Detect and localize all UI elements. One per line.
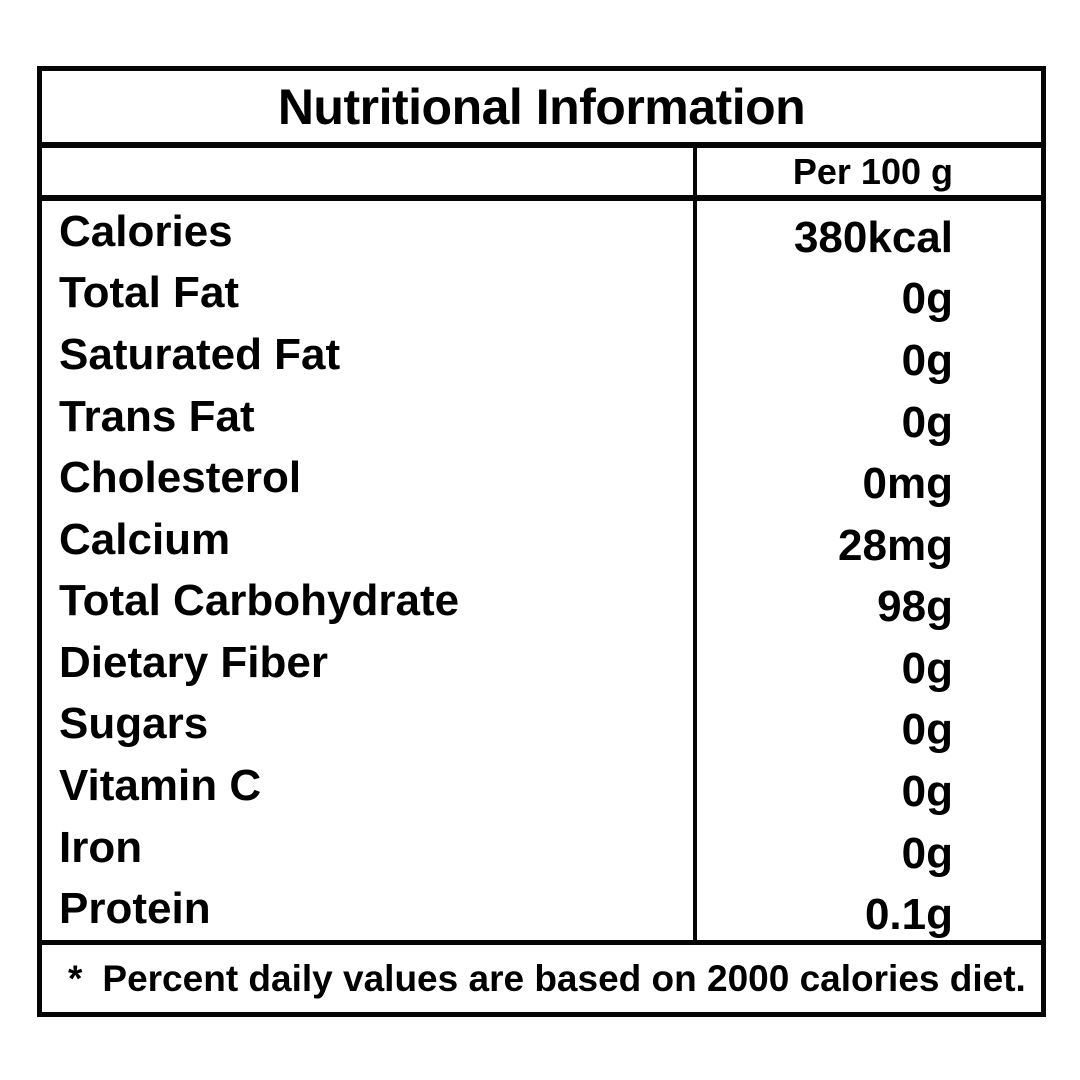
footnote: * Percent daily values are based on 2000… xyxy=(42,945,1041,1012)
nutrient-name: Calories xyxy=(42,201,697,263)
nutrient-value: 380kcal xyxy=(793,212,953,262)
nutrient-value: 0g xyxy=(901,643,953,693)
nutrient-name: Sugars xyxy=(42,693,697,756)
nutrient-name: Trans Fat xyxy=(42,385,697,448)
column-header-per-100g: Per 100 g xyxy=(792,150,953,192)
nutrient-value: 0mg xyxy=(862,459,953,509)
nutrient-name: Saturated Fat xyxy=(42,324,697,386)
nutrient-row-protein: Protein 0.1g xyxy=(42,878,1041,940)
nutrient-row-total-fat: Total Fat 0g xyxy=(42,262,1041,325)
nutrition-label: Nutritional Information Per 100 g Calori… xyxy=(37,66,1046,1017)
asterisk-marker: * xyxy=(68,957,83,999)
nutrient-row-saturated-fat: Saturated Fat 0g xyxy=(42,324,1041,386)
nutrient-name: Calcium xyxy=(42,508,697,571)
nutrient-name: Total Fat xyxy=(42,262,697,325)
nutrient-row-vitamin-c: Vitamin C 0g xyxy=(42,755,1041,817)
nutrient-value: 0g xyxy=(901,705,953,755)
nutrient-name: Iron xyxy=(42,816,697,879)
nutrient-value: 98g xyxy=(877,582,953,632)
nutrient-value: 0g xyxy=(901,274,953,324)
nutrient-value: 0g xyxy=(901,397,953,447)
nutrient-value: 0g xyxy=(901,828,953,878)
nutrient-row-calcium: Calcium 28mg xyxy=(42,508,1041,571)
nutrient-value: 0g xyxy=(901,766,953,816)
nutrient-row-total-carbohydrate: Total Carbohydrate 98g xyxy=(42,570,1041,633)
column-header-empty-cell xyxy=(42,148,697,195)
footnote-text: Percent daily values are based on 2000 c… xyxy=(102,957,1026,999)
nutrient-name: Total Carbohydrate xyxy=(42,570,697,633)
nutrient-row-cholesterol: Cholesterol 0mg xyxy=(42,447,1041,509)
nutrient-row-iron: Iron 0g xyxy=(42,816,1041,879)
nutrient-value: 0.1g xyxy=(864,890,953,940)
nutrient-name: Protein xyxy=(42,878,697,940)
nutrient-rows: Calories 380kcal Total Fat 0g Saturated … xyxy=(42,201,1041,945)
nutrient-name: Vitamin C xyxy=(42,755,697,817)
nutrient-row-dietary-fiber: Dietary Fiber 0g xyxy=(42,632,1041,694)
column-header-row: Per 100 g xyxy=(42,148,1041,201)
label-title: Nutritional Information xyxy=(277,78,806,135)
nutrient-row-trans-fat: Trans Fat 0g xyxy=(42,385,1041,448)
nutrient-name: Cholesterol xyxy=(42,447,697,509)
nutrient-value: 0g xyxy=(901,335,953,385)
nutrient-row-calories: Calories 380kcal xyxy=(42,201,1041,263)
label-title-row: Nutritional Information xyxy=(42,71,1041,148)
nutrient-row-sugars: Sugars 0g xyxy=(42,693,1041,756)
nutrient-name: Dietary Fiber xyxy=(42,632,697,694)
nutrient-value: 28mg xyxy=(838,520,953,570)
